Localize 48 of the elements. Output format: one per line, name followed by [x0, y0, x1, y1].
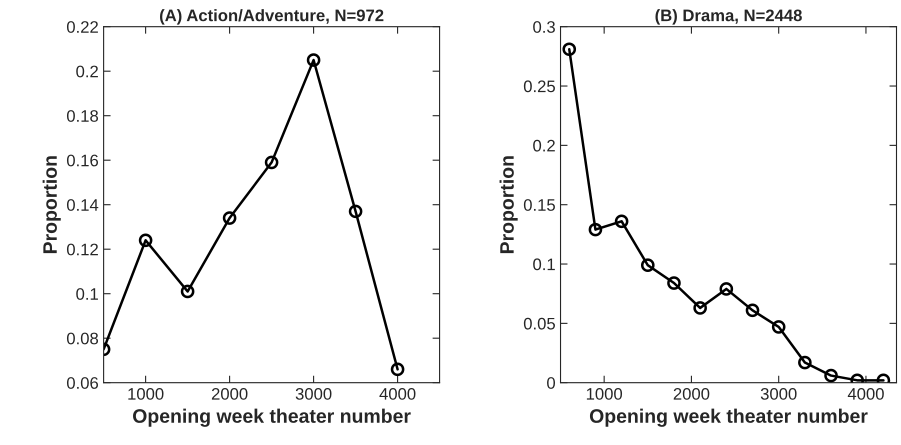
- y-tick-label: 0.05: [524, 318, 555, 330]
- x-tick-label: 3000: [760, 388, 797, 400]
- x-tick-label: 4000: [379, 388, 416, 400]
- point: [614, 214, 628, 228]
- y-axis-title: Proportion: [42, 156, 61, 254]
- y-axis-title: Proportion: [500, 156, 518, 254]
- y-tick-label: 0.22: [66, 21, 98, 33]
- x-tick-label: 4000: [848, 388, 884, 400]
- point: [138, 233, 152, 248]
- x-axis-title: Opening week theater number: [590, 408, 868, 427]
- point: [348, 204, 362, 218]
- y-tick-label: 0.2: [533, 140, 555, 152]
- y-tick-label: 0.06: [66, 377, 98, 389]
- point: [772, 320, 786, 334]
- y-tick-label: 0: [547, 377, 556, 389]
- point: [390, 362, 404, 376]
- y-tick-label: 0.14: [66, 199, 98, 211]
- y-tick-label: 0.2: [76, 66, 98, 78]
- y-tick-label: 0.16: [66, 154, 98, 166]
- y-tick-label: 0.12: [66, 244, 98, 256]
- point: [798, 356, 812, 370]
- point: [562, 42, 576, 56]
- point: [746, 304, 760, 318]
- point: [180, 284, 194, 298]
- chart-title: (B) Drama, N=2448: [655, 9, 802, 25]
- point: [222, 211, 236, 225]
- x-tick-label: 3000: [296, 388, 332, 400]
- y-tick-label: 0.08: [66, 332, 98, 344]
- point: [588, 222, 602, 236]
- y-tick-label: 0.3: [533, 21, 555, 33]
- y-tick-label: 0.25: [524, 80, 555, 92]
- point: [824, 368, 838, 382]
- point: [693, 301, 707, 315]
- point: [264, 156, 278, 170]
- point: [667, 276, 681, 290]
- x-tick-label: 1000: [128, 388, 164, 400]
- chart-title: (A) Action/Adventure, N=972: [160, 9, 384, 25]
- y-tick-label: 0.18: [66, 110, 98, 122]
- x-axis-title: Opening week theater number: [133, 408, 411, 427]
- y-tick-label: 0.1: [533, 258, 555, 270]
- x-tick-label: 2000: [674, 388, 710, 400]
- point: [640, 258, 655, 272]
- x-tick-label: 1000: [586, 388, 622, 400]
- point: [306, 53, 320, 67]
- point: [720, 282, 734, 296]
- y-tick-label: 0.1: [76, 288, 98, 300]
- y-tick-label: 0.15: [524, 199, 555, 211]
- x-tick-label: 2000: [212, 388, 248, 400]
